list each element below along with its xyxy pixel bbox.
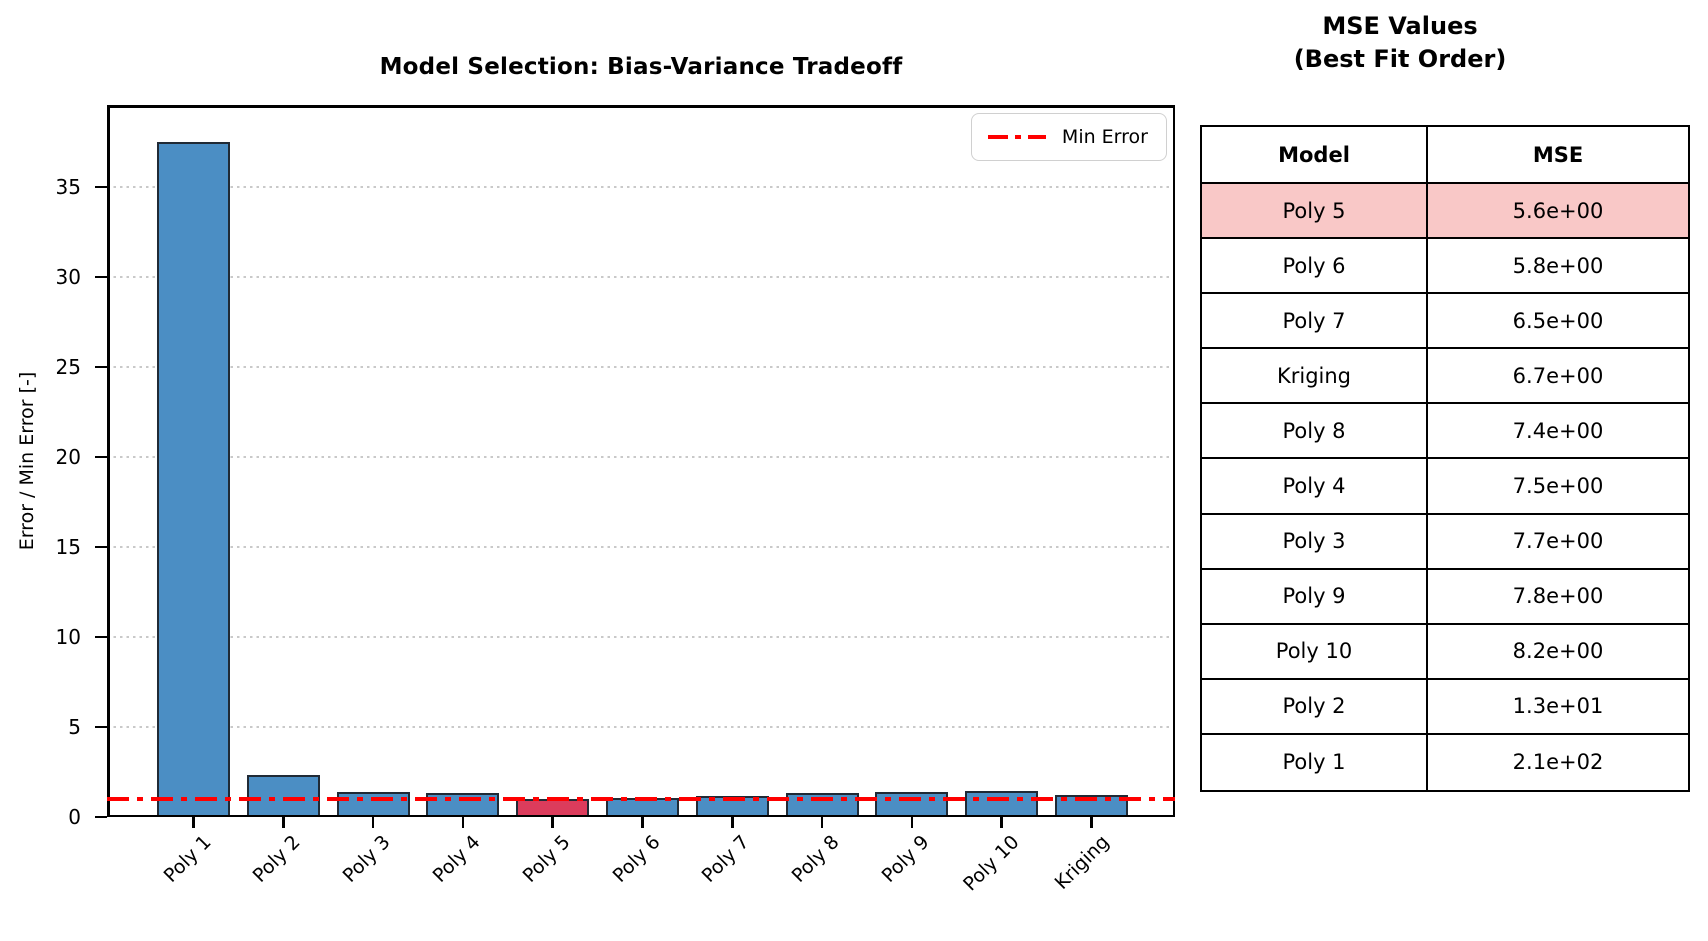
bar-poly-1 — [157, 142, 230, 817]
legend: Min Error — [970, 113, 1167, 161]
y-tick-mark — [95, 815, 107, 819]
table-cell-model: Poly 5 — [1202, 184, 1428, 240]
table-cell-mse: 8.2e+00 — [1428, 624, 1688, 680]
x-tick-mark — [551, 817, 554, 828]
y-tick-label: 30 — [55, 265, 81, 289]
table-cell-model: Poly 9 — [1202, 569, 1428, 625]
table-header-mse: MSE — [1428, 127, 1688, 184]
table-cell-model: Kriging — [1202, 349, 1428, 405]
table-cell-model: Poly 7 — [1202, 294, 1428, 350]
table-cell-mse: 7.7e+00 — [1428, 514, 1688, 570]
min-error-reference-line — [107, 797, 1175, 801]
top-spine — [107, 105, 1175, 108]
table-title: MSE Values (Best Fit Order) — [1100, 10, 1700, 76]
table-cell-model: Poly 2 — [1202, 679, 1428, 735]
y-tick-mark — [95, 455, 107, 459]
x-tick-mark — [910, 817, 914, 828]
x-tick-mark — [820, 817, 824, 828]
y-tick-label: 35 — [55, 175, 81, 199]
table-cell-model: Poly 1 — [1202, 734, 1428, 790]
table-cell-mse: 2.1e+02 — [1428, 734, 1688, 790]
table-cell-mse: 7.4e+00 — [1428, 404, 1688, 460]
table-cell-mse: 6.5e+00 — [1428, 294, 1688, 350]
table-cell-model: Poly 4 — [1202, 459, 1428, 515]
left-spine — [107, 105, 110, 817]
table-cell-mse: 7.8e+00 — [1428, 569, 1688, 625]
min-error-line-icon — [987, 135, 1046, 139]
table-header-model: Model — [1202, 127, 1428, 184]
y-tick-mark — [95, 275, 107, 279]
y-tick-label: 10 — [55, 625, 81, 649]
chart-title: Model Selection: Bias-Variance Tradeoff — [379, 54, 903, 80]
y-tick-label: 25 — [55, 355, 81, 379]
table-cell-model: Poly 3 — [1202, 514, 1428, 570]
bar-poly-3 — [336, 792, 410, 817]
bar-poly-9 — [875, 791, 949, 817]
x-tick-mark — [641, 817, 644, 828]
table-cell-model: Poly 8 — [1202, 404, 1428, 460]
y-tick-label: 20 — [55, 445, 81, 469]
gridline — [107, 186, 1175, 188]
gridline — [107, 456, 1175, 458]
table-cell-mse: 6.7e+00 — [1428, 349, 1688, 405]
gridline — [107, 546, 1175, 548]
plot-area: Min Error 0 5 10 15 20 25 30 35 Poly 1 Poly 2 Poly… — [56, 105, 1175, 895]
gridline — [107, 276, 1175, 278]
bar-poly-10 — [965, 790, 1039, 817]
table-cell-mse: 5.6e+00 — [1428, 184, 1688, 240]
y-tick-label: 15 — [55, 535, 81, 559]
table-title-line1: MSE Values — [1322, 12, 1478, 40]
table-cell-mse: 7.5e+00 — [1428, 459, 1688, 515]
x-tick-mark — [192, 817, 195, 828]
y-tick-mark — [95, 545, 107, 549]
table-cell-model: Poly 10 — [1202, 624, 1428, 680]
table-cell-model: Poly 6 — [1202, 239, 1428, 295]
y-tick-mark — [95, 185, 107, 189]
y-tick-mark — [95, 635, 107, 639]
table-cell-mse: 1.3e+01 — [1428, 679, 1688, 735]
y-tick-label: 5 — [68, 715, 81, 739]
x-tick-mark — [282, 817, 285, 828]
y-tick-label: 0 — [68, 805, 81, 829]
gridline — [107, 726, 1175, 728]
x-tick-mark — [461, 817, 465, 828]
x-tick-mark — [371, 817, 375, 828]
x-tick-mark — [1090, 817, 1093, 828]
legend-label: Min Error — [1061, 126, 1148, 148]
table-title-line2: (Best Fit Order) — [1293, 45, 1507, 73]
x-axis-spine — [107, 814, 1175, 817]
gridline — [107, 636, 1175, 638]
x-tick-mark — [1000, 817, 1003, 828]
table-cell-mse: 5.8e+00 — [1428, 239, 1688, 295]
y-tick-mark — [95, 365, 107, 369]
x-tick-mark — [731, 817, 734, 828]
gridline — [107, 366, 1175, 368]
mse-table: Model MSE Poly 5 5.6e+00 Poly 6 5.8e+00 Poly 7… — [1200, 125, 1690, 792]
y-tick-mark — [95, 725, 107, 729]
right-spine — [1172, 105, 1175, 817]
